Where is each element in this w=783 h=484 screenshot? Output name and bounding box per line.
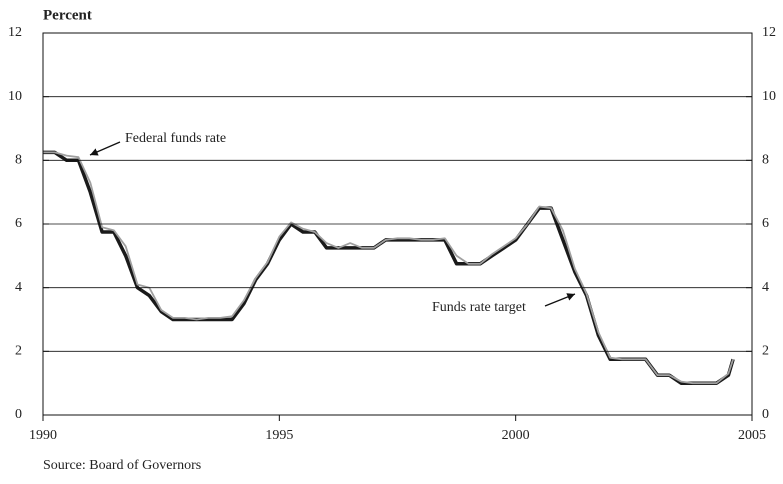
x-tick-label: 2005 bbox=[738, 428, 766, 443]
y2-tick-label: 0 bbox=[762, 407, 769, 422]
y-tick-label: 6 bbox=[15, 216, 22, 231]
y-axis-label: Percent bbox=[43, 7, 92, 23]
x-tick-label: 1995 bbox=[265, 428, 293, 443]
y-tick-label: 4 bbox=[15, 280, 22, 295]
source-note: Source: Board of Governors bbox=[43, 458, 201, 473]
y2-tick-label: 6 bbox=[762, 216, 769, 231]
annotation-arrow bbox=[544, 293, 576, 307]
annotation: Federal funds rate bbox=[125, 131, 226, 146]
y-tick-label: 8 bbox=[15, 153, 22, 168]
annotation-arrow bbox=[89, 141, 121, 156]
x-tick-label: 2000 bbox=[502, 428, 530, 443]
y2-tick-label: 12 bbox=[762, 25, 776, 40]
annotation: Funds rate target bbox=[432, 300, 526, 315]
x-tick-label: 1990 bbox=[29, 428, 57, 443]
y2-tick-label: 8 bbox=[762, 153, 769, 168]
y2-tick-label: 4 bbox=[762, 280, 769, 295]
series-line bbox=[43, 150, 735, 385]
y-tick-label: 10 bbox=[8, 89, 22, 104]
y-tick-label: 12 bbox=[8, 25, 22, 40]
plot-frame bbox=[42, 32, 753, 416]
y-tick-label: 2 bbox=[15, 344, 22, 359]
series-line bbox=[43, 151, 734, 385]
y-tick-label: 0 bbox=[15, 407, 22, 422]
y2-tick-label: 10 bbox=[762, 89, 776, 104]
y2-tick-label: 2 bbox=[762, 344, 769, 359]
